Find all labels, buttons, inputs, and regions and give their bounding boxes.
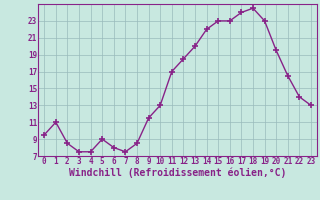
X-axis label: Windchill (Refroidissement éolien,°C): Windchill (Refroidissement éolien,°C) bbox=[69, 168, 286, 178]
